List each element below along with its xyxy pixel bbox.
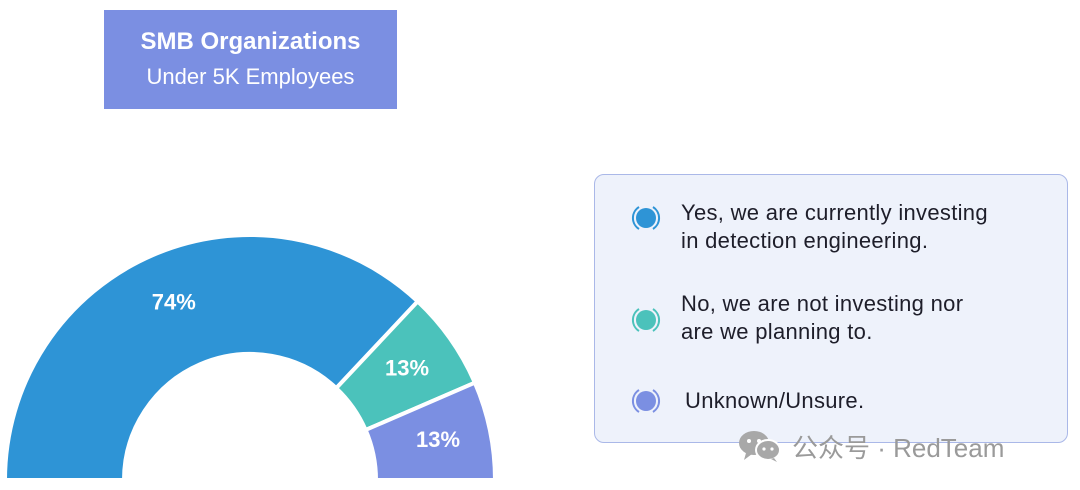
legend-label-yes-line1: Yes, we are currently investing xyxy=(681,200,988,225)
slice-label-no: 13% xyxy=(385,355,429,380)
slice-yes xyxy=(3,233,420,482)
wechat-icon xyxy=(739,431,781,462)
radio-dot-icon xyxy=(632,206,660,230)
radio-dot-icon xyxy=(632,308,660,332)
slice-label-unknown: 13% xyxy=(416,427,460,452)
chart-subtitle: Under 5K Employees xyxy=(146,64,355,89)
legend-label-unknown: Unknown/Unsure. xyxy=(685,388,865,413)
legend-label-no-line1: No, we are not investing nor xyxy=(681,291,964,316)
slice-label-yes: 74% xyxy=(152,290,196,315)
legend: Yes, we are currently investing in detec… xyxy=(594,174,1068,443)
watermark-text: 公众号 · RedTeam xyxy=(792,432,1005,463)
slice-unknown xyxy=(363,380,497,482)
radio-dot-icon xyxy=(632,389,660,413)
legend-label-no-line2: are we planning to. xyxy=(681,319,873,344)
legend-label-yes-line2: in detection engineering. xyxy=(681,228,929,253)
chart-title-box: SMB Organizations Under 5K Employees xyxy=(104,10,397,109)
watermark: 公众号 · RedTeam xyxy=(738,428,1004,464)
chart-title: SMB Organizations xyxy=(140,28,361,55)
